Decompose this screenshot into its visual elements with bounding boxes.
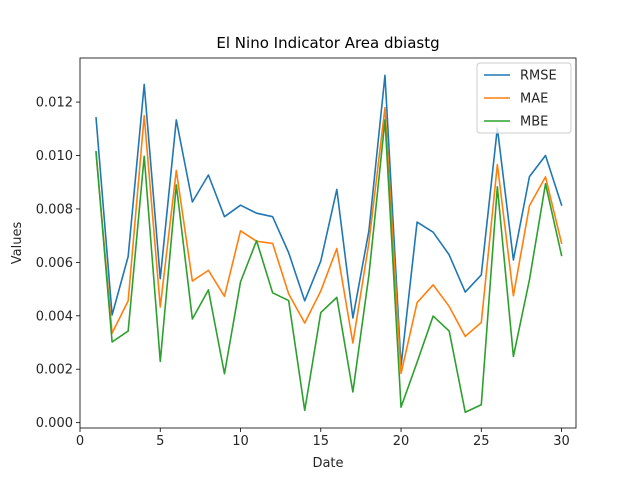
chart-title: El Nino Indicator Area dbiastg: [216, 34, 439, 52]
plot-frame: [79, 57, 577, 429]
y-tick-label: 0.008: [36, 202, 73, 217]
x-tick-label: 5: [156, 434, 164, 449]
x-axis-ticks: 0 5 10 15 20 25 30: [76, 428, 570, 449]
y-tick-label: 0.002: [36, 363, 73, 378]
mae-series-line: [95, 106, 563, 375]
y-axis-label: Values: [10, 222, 25, 265]
y-tick-label: 0.000: [36, 416, 73, 431]
y-tick-label: 0.010: [36, 149, 73, 164]
mae-legend-label: MAE: [520, 92, 548, 107]
legend-box: [476, 62, 572, 134]
mbe-legend-label: MBE: [520, 115, 548, 130]
x-axis-label: Date: [312, 456, 343, 471]
x-tick-label: 15: [313, 434, 330, 449]
series-lines: [95, 74, 563, 414]
x-tick-label: 0: [76, 434, 84, 449]
x-tick-label: 25: [473, 434, 490, 449]
rmse-legend-label: RMSE: [520, 69, 557, 84]
mbe-series-line: [95, 119, 563, 414]
y-tick-label: 0.004: [36, 309, 73, 324]
legend: RMSE MAE MBE: [476, 62, 572, 134]
y-tick-label: 0.006: [36, 256, 73, 271]
rmse-series-line: [95, 74, 563, 367]
x-tick-label: 20: [393, 434, 410, 449]
y-tick-label: 0.012: [36, 96, 73, 111]
x-tick-label: 10: [232, 434, 249, 449]
x-tick-label: 30: [553, 434, 570, 449]
y-axis-ticks: 0.000 0.002 0.004 0.006 0.008 0.010 0.012: [36, 96, 80, 431]
